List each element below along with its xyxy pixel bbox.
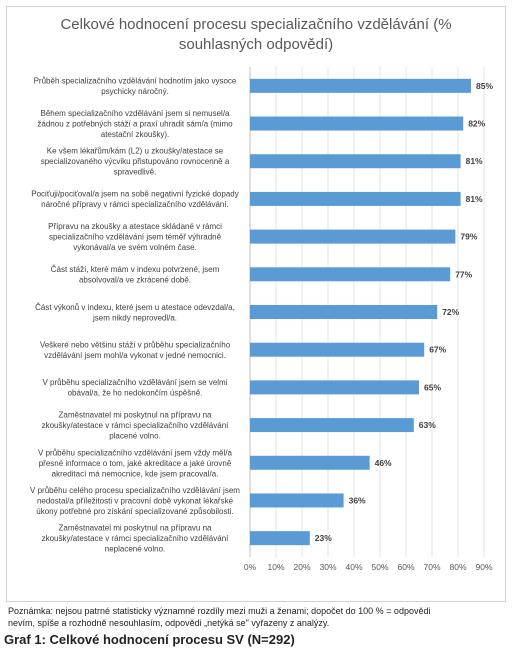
bar [250, 267, 451, 282]
bar [250, 342, 425, 357]
bar [250, 78, 471, 93]
bar [250, 380, 419, 395]
x-axis-ticks: 0% 10% 20% 30% 40% 50% 60% 70% 80% 90% [244, 562, 493, 572]
note-line-2: nevím, spíše a rozhodně nesouhlasím, odp… [8, 618, 330, 628]
category-label: Průběh specializačního vzdělávání hodnot… [34, 77, 237, 97]
category-label: Část výkonů v indexu, které jsem u atest… [35, 303, 235, 323]
x-tick-label: 70% [423, 562, 440, 572]
value-label: 81% [466, 156, 483, 166]
value-label: 67% [429, 345, 446, 355]
value-label: 77% [455, 269, 472, 279]
category-label: Pociťuji/pociťoval/a jsem na sobě negati… [31, 190, 238, 210]
x-tick-label: 20% [293, 562, 310, 572]
x-tick-label: 50% [371, 562, 388, 572]
bar [250, 531, 310, 546]
chart-title-line-1: Celkové hodnocení procesu specializačníh… [60, 16, 452, 33]
category-label: Veškeré nebo většinu stáží v průběhu spe… [40, 340, 231, 360]
category-label: V průběhu celého procesu specializačního… [30, 486, 240, 516]
category-label: V průběhu specializačního vzdělávání jse… [43, 378, 228, 398]
bar [250, 305, 438, 319]
bar [250, 154, 461, 169]
value-label: 36% [349, 495, 366, 505]
x-tick-label: 10% [267, 562, 284, 572]
chart-title-line-2: souhlasných odpovědí) [178, 36, 334, 53]
value-label: 65% [424, 382, 441, 392]
value-label: 81% [466, 194, 483, 204]
bar [250, 418, 414, 433]
category-label: Přípravu na zkoušky a atestace skládané … [48, 222, 222, 252]
value-label: 85% [476, 81, 493, 91]
chart-title: Celkové hodnocení procesu specializačníh… [7, 15, 505, 55]
x-tick-label: 80% [449, 562, 466, 572]
category-label: Část stáží, které mám v indexu potvrzené… [51, 265, 220, 285]
category-label: Zaměstnavatel mi poskytnul na přípravu n… [42, 411, 230, 441]
bar [250, 191, 461, 206]
chart-frame: Celkové hodnocení procesu specializačníh… [6, 6, 506, 602]
x-tick-label: 40% [345, 562, 362, 572]
value-label: 82% [468, 119, 485, 129]
bar [250, 455, 370, 470]
value-label: 63% [419, 420, 436, 430]
x-tick-label: 90% [475, 562, 492, 572]
category-label: V průběhu specializačního vzdělávání jse… [38, 448, 232, 478]
value-labels: 85% 82% 81% 81% 79% 77% 72% 67% 65% 63% 46% 36% 23% [315, 81, 494, 543]
x-tick-label: 0% [244, 562, 257, 572]
figure-caption: Graf 1: Celkové hodnocení procesu SV (N=… [4, 632, 295, 647]
category-label: Zaměstnavatel mi poskytnul na přípravu n… [42, 524, 230, 554]
bar [250, 116, 464, 131]
category-label: Během specializačního vzdělávání jsem si… [37, 109, 233, 139]
category-label: Ke všem lékařům/kám (L2) u zkoušky/atest… [41, 147, 230, 177]
x-tick-label: 30% [319, 562, 336, 572]
x-tick-label: 60% [397, 562, 414, 572]
bar [250, 229, 456, 244]
value-label: 72% [442, 307, 459, 317]
value-label: 79% [460, 232, 477, 242]
value-label: 46% [375, 458, 392, 468]
bar-chart: Průběh specializačního vzdělávání hodnot… [30, 67, 494, 572]
bar [250, 493, 344, 508]
value-label: 23% [315, 533, 332, 543]
note-line-1: Poznámka: nejsou patrné statisticky význ… [8, 606, 431, 616]
category-labels: Průběh specializačního vzdělávání hodnot… [30, 77, 240, 554]
chart-note: Poznámka: nejsou patrné statisticky význ… [8, 605, 508, 629]
bars [250, 78, 471, 546]
